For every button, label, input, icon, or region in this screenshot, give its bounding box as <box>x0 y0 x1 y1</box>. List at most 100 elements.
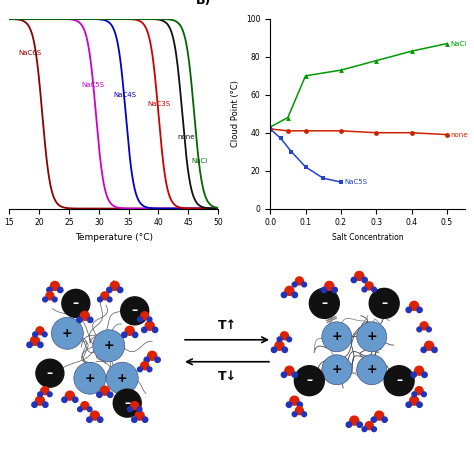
Text: –: – <box>132 304 138 318</box>
Circle shape <box>321 287 327 292</box>
Circle shape <box>93 330 125 362</box>
Circle shape <box>47 287 52 292</box>
Circle shape <box>362 277 367 283</box>
Circle shape <box>325 282 334 291</box>
Circle shape <box>87 407 92 411</box>
Circle shape <box>51 317 83 349</box>
Circle shape <box>355 272 364 281</box>
Circle shape <box>131 401 139 410</box>
Circle shape <box>351 277 356 283</box>
Circle shape <box>410 301 419 310</box>
Circle shape <box>113 389 141 417</box>
Circle shape <box>302 412 307 417</box>
Circle shape <box>142 417 148 422</box>
Circle shape <box>275 341 284 350</box>
Circle shape <box>297 402 302 407</box>
Circle shape <box>412 392 417 397</box>
Text: none: none <box>450 132 468 137</box>
Text: NaC5S: NaC5S <box>345 179 367 185</box>
Circle shape <box>415 387 423 395</box>
Circle shape <box>357 322 387 352</box>
Circle shape <box>132 332 138 337</box>
Circle shape <box>62 290 90 317</box>
Circle shape <box>42 332 47 337</box>
Circle shape <box>427 327 431 332</box>
Circle shape <box>50 282 59 291</box>
Circle shape <box>415 366 424 375</box>
Text: NaC5S: NaC5S <box>81 82 104 88</box>
Text: –: – <box>306 374 312 387</box>
Circle shape <box>36 359 64 387</box>
Circle shape <box>295 407 303 415</box>
Circle shape <box>141 362 149 370</box>
Circle shape <box>147 367 152 372</box>
Circle shape <box>422 372 427 377</box>
Circle shape <box>152 327 158 333</box>
Circle shape <box>36 396 45 405</box>
Circle shape <box>135 411 144 420</box>
Circle shape <box>432 347 437 353</box>
Circle shape <box>98 417 103 422</box>
Circle shape <box>30 336 39 345</box>
Circle shape <box>371 417 376 422</box>
Circle shape <box>147 317 152 322</box>
Text: +: + <box>62 327 73 340</box>
Circle shape <box>362 427 367 432</box>
Text: none: none <box>178 134 195 139</box>
Circle shape <box>285 366 294 375</box>
Circle shape <box>144 357 149 363</box>
Circle shape <box>137 317 142 322</box>
Circle shape <box>350 416 359 425</box>
Text: +: + <box>103 339 114 352</box>
Circle shape <box>292 282 297 287</box>
Text: B): B) <box>196 0 212 7</box>
Circle shape <box>411 372 417 377</box>
Circle shape <box>98 297 102 302</box>
X-axis label: Temperature (°C): Temperature (°C) <box>75 233 153 242</box>
Circle shape <box>33 332 37 337</box>
Text: –: – <box>124 397 130 410</box>
Circle shape <box>132 417 137 422</box>
Circle shape <box>417 327 422 332</box>
Circle shape <box>47 392 52 397</box>
Circle shape <box>43 402 48 407</box>
Text: –: – <box>47 367 53 380</box>
Text: +: + <box>366 330 377 343</box>
Circle shape <box>88 317 93 323</box>
X-axis label: Salt Concentration: Salt Concentration <box>331 233 403 242</box>
Circle shape <box>282 347 288 353</box>
Circle shape <box>277 337 282 342</box>
Circle shape <box>128 407 132 411</box>
Circle shape <box>295 277 303 285</box>
Circle shape <box>271 347 277 353</box>
Text: +: + <box>84 372 95 385</box>
Circle shape <box>107 297 112 302</box>
Text: +: + <box>117 372 128 385</box>
Circle shape <box>148 351 157 360</box>
Circle shape <box>382 417 387 422</box>
Circle shape <box>122 332 127 337</box>
Circle shape <box>346 422 352 428</box>
Circle shape <box>46 292 54 300</box>
Circle shape <box>372 427 376 432</box>
Text: –: – <box>396 374 402 387</box>
Text: –: – <box>381 297 387 310</box>
Circle shape <box>290 396 299 405</box>
Circle shape <box>286 402 292 407</box>
Circle shape <box>141 312 149 320</box>
Circle shape <box>97 392 102 397</box>
Circle shape <box>41 387 49 395</box>
Circle shape <box>121 297 149 325</box>
Circle shape <box>101 292 109 300</box>
Text: NaC3S: NaC3S <box>148 101 171 107</box>
Circle shape <box>287 337 292 342</box>
Circle shape <box>145 321 154 330</box>
Circle shape <box>357 422 362 428</box>
Circle shape <box>91 411 99 420</box>
Circle shape <box>369 288 399 319</box>
Circle shape <box>100 386 109 395</box>
Circle shape <box>74 362 106 394</box>
Circle shape <box>417 307 422 312</box>
Circle shape <box>43 297 47 302</box>
Circle shape <box>73 397 78 402</box>
